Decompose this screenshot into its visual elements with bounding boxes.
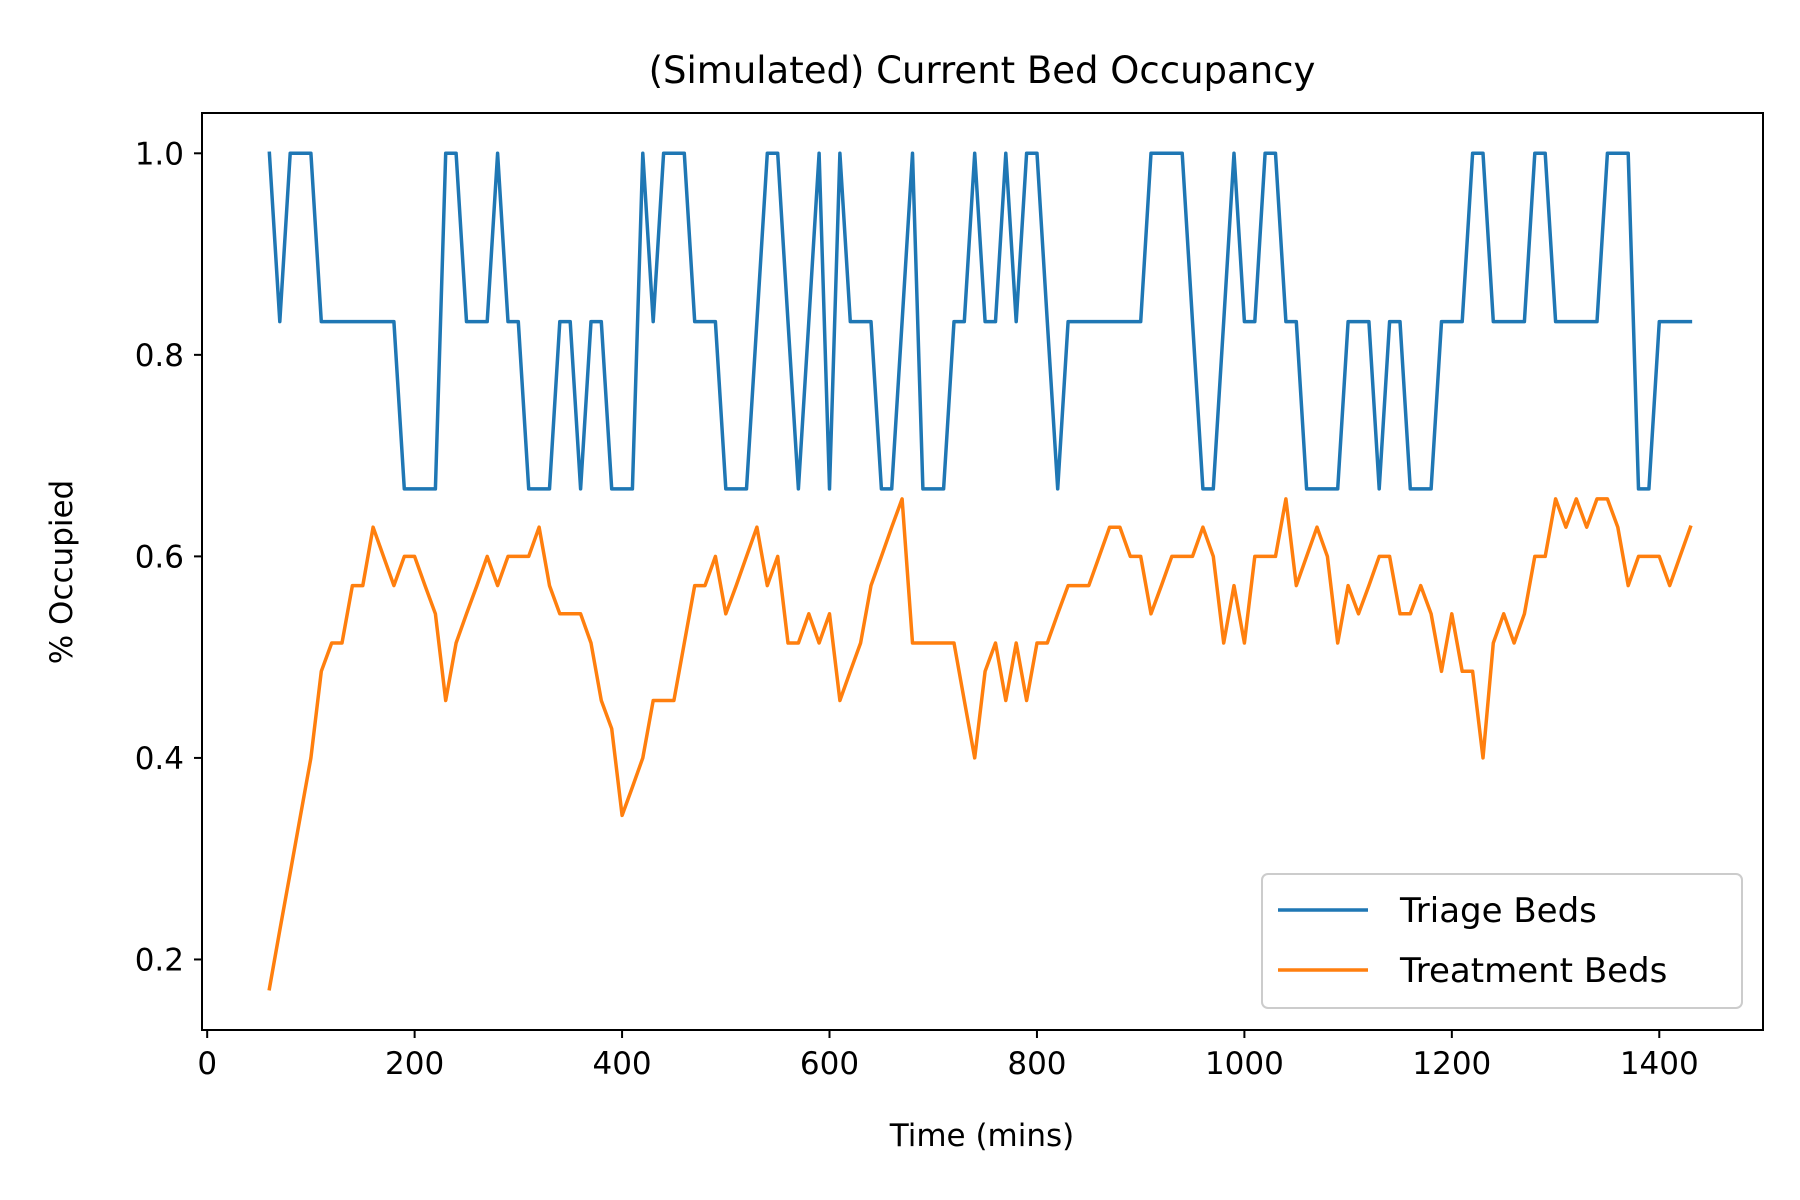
x-tick-label: 800: [1007, 1046, 1066, 1082]
y-tick-label: 0.4: [135, 741, 184, 777]
y-tick-label: 0.2: [135, 942, 184, 978]
y-tick-label: 0.8: [135, 338, 184, 374]
x-axis-ticks: 0 200 400 600 800 1000 1200 1400: [197, 1030, 1699, 1082]
x-tick-label: 1000: [1205, 1046, 1284, 1082]
series-layer: [267, 151, 1693, 991]
legend: Triage Beds Treatment Beds: [1261, 873, 1743, 1009]
x-tick-label: 0: [197, 1046, 217, 1082]
y-axis-ticks: 0.2 0.4 0.6 0.8 1.0: [135, 136, 202, 978]
x-tick-label: 1200: [1412, 1046, 1491, 1082]
x-tick-label: 400: [592, 1046, 651, 1082]
legend-label-treatment-beds: Treatment Beds: [1399, 951, 1667, 991]
series-line-triage-beds: [267, 151, 1693, 491]
plot-area-frame: [201, 112, 1764, 1031]
y-tick-label: 1.0: [135, 136, 184, 172]
series-line-treatment-beds: [267, 497, 1693, 991]
x-tick-label: 600: [800, 1046, 859, 1082]
y-axis-label: % Occupied: [44, 480, 80, 665]
chart-title: (Simulated) Current Bed Occupancy: [649, 49, 1316, 92]
y-tick-label: 0.6: [135, 539, 184, 575]
legend-label-triage-beds: Triage Beds: [1399, 891, 1597, 931]
x-tick-label: 1400: [1620, 1046, 1699, 1082]
x-axis-label: Time (mins): [889, 1118, 1075, 1154]
x-tick-label: 200: [385, 1046, 444, 1082]
legend-box: [1261, 873, 1743, 1009]
